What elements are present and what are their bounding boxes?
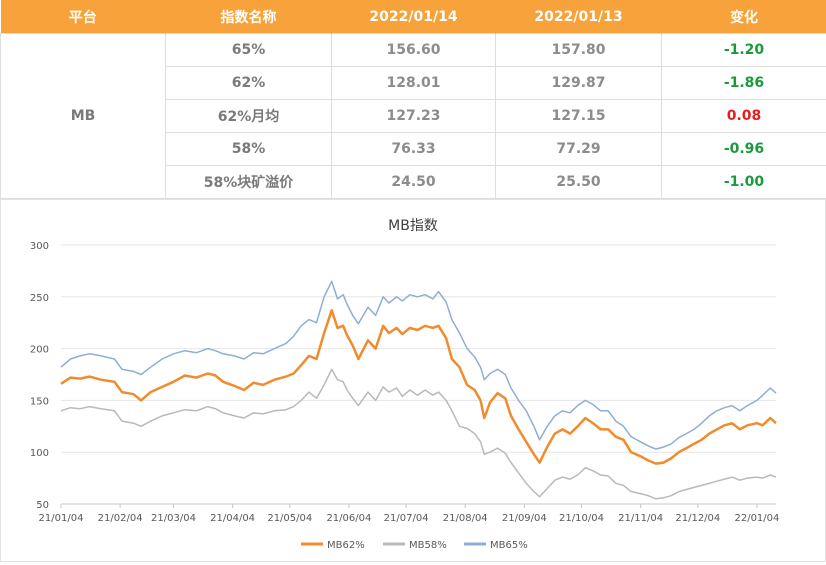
value-previous-cell: 25.50 <box>496 166 662 199</box>
header-date-current: 2022/01/14 <box>332 0 496 34</box>
change-cell: -0.96 <box>662 133 826 166</box>
gridlines <box>61 245 776 504</box>
x-tick-label: 21/02/04 <box>98 513 143 524</box>
legend-item: MB58% <box>383 540 447 551</box>
x-tick-label: 21/09/04 <box>502 513 547 524</box>
x-tick-label: 21/12/04 <box>675 513 720 524</box>
x-tick-label: 21/04/04 <box>210 513 255 524</box>
header-date-previous: 2022/01/13 <box>496 0 662 34</box>
value-current-cell: 156.60 <box>332 34 496 67</box>
header-index-name: 指数名称 <box>166 0 332 34</box>
y-tick-label: 50 <box>36 500 49 511</box>
value-current-cell: 76.33 <box>332 133 496 166</box>
index-name-cell: 62% <box>166 67 332 100</box>
change-cell: -1.20 <box>662 34 826 67</box>
value-current-cell: 128.01 <box>332 67 496 100</box>
change-cell: 0.08 <box>662 100 826 133</box>
series-lines <box>61 281 776 499</box>
x-tick-label: 21/10/04 <box>559 513 604 524</box>
index-name-cell: 62%月均 <box>166 100 332 133</box>
change-cell: -1.86 <box>662 67 826 100</box>
legend-item: MB62% <box>301 540 365 551</box>
platform-cell: MB <box>1 34 166 199</box>
x-axis-ticks: 21/01/04 21/02/04 21/03/04 21/04/04 21/05/04… <box>39 504 780 524</box>
x-tick-label: 21/11/04 <box>618 513 663 524</box>
value-current-cell: 24.50 <box>332 166 496 199</box>
x-tick-label: 21/03/04 <box>151 513 196 524</box>
index-name-cell: 65% <box>166 34 332 67</box>
index-name-cell: 58%块矿溢价 <box>166 166 332 199</box>
value-previous-cell: 129.87 <box>496 67 662 100</box>
series-line-mb62-pct <box>61 310 776 463</box>
x-tick-label: 21/05/04 <box>267 513 312 524</box>
change-cell: -1.00 <box>662 166 826 199</box>
value-current-cell: 127.23 <box>332 100 496 133</box>
legend-item: MB65% <box>464 540 528 551</box>
x-tick-label: 21/01/04 <box>39 513 84 524</box>
y-tick-label: 150 <box>30 396 49 407</box>
legend-label: MB58% <box>409 540 447 551</box>
value-previous-cell: 127.15 <box>496 100 662 133</box>
legend-label: MB65% <box>490 540 528 551</box>
header-change: 变化 <box>662 0 826 34</box>
y-tick-label: 300 <box>30 241 49 252</box>
y-axis-ticks: 50 100 150 200 250 300 <box>30 241 49 511</box>
y-tick-label: 250 <box>30 293 49 304</box>
value-previous-cell: 157.80 <box>496 34 662 67</box>
x-tick-label: 22/01/04 <box>734 513 779 524</box>
price-table: 平台 指数名称 2022/01/14 2022/01/13 变化 MB 65% … <box>0 0 826 199</box>
legend: MB62% MB58% MB65% <box>301 540 528 551</box>
header-platform: 平台 <box>1 0 166 34</box>
table-row: MB 65% 156.60 157.80 -1.20 <box>1 34 826 67</box>
x-tick-label: 21/08/04 <box>443 513 488 524</box>
x-tick-label: 21/07/04 <box>384 513 429 524</box>
y-tick-label: 100 <box>30 448 49 459</box>
value-previous-cell: 77.29 <box>496 133 662 166</box>
series-line-mb65-pct <box>61 281 776 449</box>
series-line-mb58-pct <box>61 369 776 499</box>
chart-title: MB指数 <box>388 218 438 234</box>
x-tick-label: 21/06/04 <box>326 513 371 524</box>
y-tick-label: 200 <box>30 345 49 356</box>
table-header-row: 平台 指数名称 2022/01/14 2022/01/13 变化 <box>1 0 826 34</box>
legend-label: MB62% <box>327 540 365 551</box>
index-name-cell: 58% <box>166 133 332 166</box>
